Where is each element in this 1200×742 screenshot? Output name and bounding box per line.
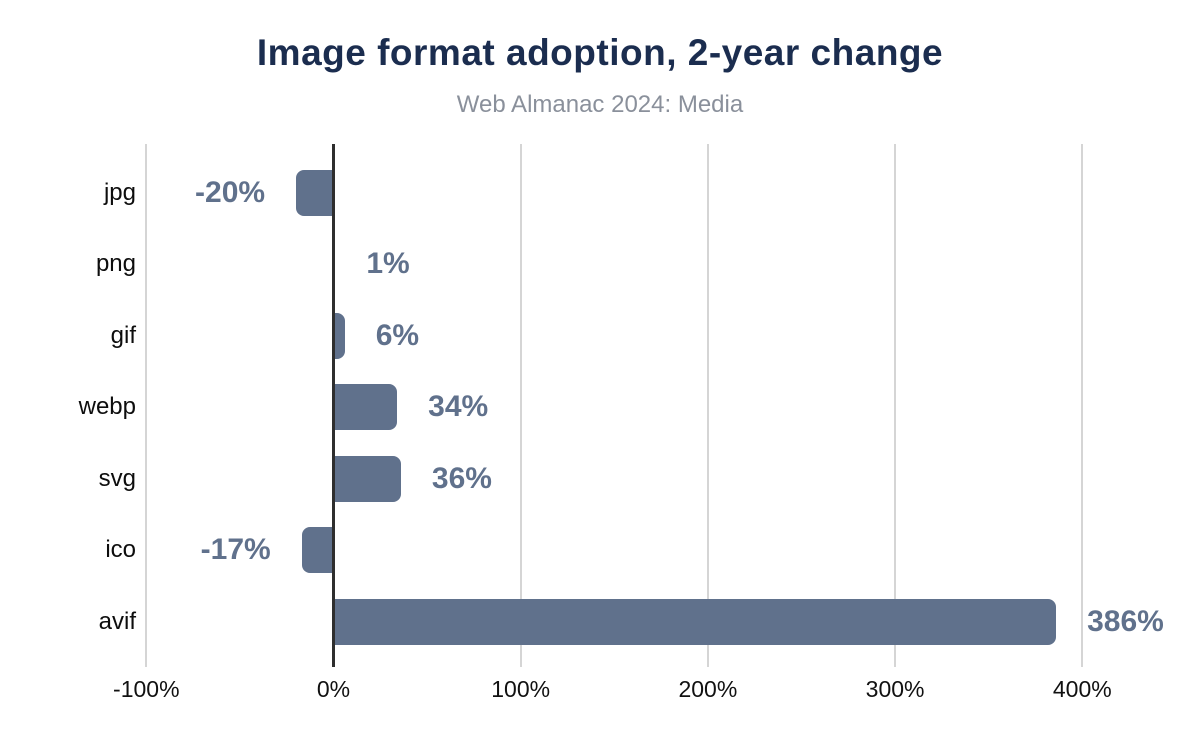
bar-webp [333, 384, 398, 431]
bar-jpg [296, 169, 334, 216]
gridline-x-400% [1081, 144, 1084, 667]
bar-gif [333, 312, 345, 359]
gridline-x-100% [519, 144, 522, 667]
category-label-ico: ico [105, 536, 136, 564]
bar-avif [333, 598, 1057, 645]
category-label-svg: svg [98, 464, 136, 492]
x-tick-label: 200% [678, 676, 738, 702]
x-tick-label: 400% [1052, 676, 1112, 702]
category-label-gif: gif [110, 321, 136, 349]
value-label-jpg: -20% [195, 175, 266, 209]
bar-svg [333, 455, 401, 502]
category-label-avif: avif [98, 607, 136, 635]
x-tick-label: -100% [113, 676, 180, 702]
zero-axis-line [332, 144, 335, 667]
value-label-ico: -17% [200, 533, 271, 567]
value-label-svg: 36% [431, 461, 492, 495]
category-label-jpg: jpg [103, 178, 136, 206]
gridline-x-300% [894, 144, 897, 667]
value-label-gif: 6% [375, 318, 420, 352]
category-label-webp: webp [78, 393, 136, 421]
value-label-avif: 386% [1087, 604, 1164, 638]
x-tick-label: 100% [491, 676, 551, 702]
chart-title: Image format adoption, 2-year change [256, 32, 944, 73]
value-label-png: 1% [366, 247, 410, 281]
chart-subtitle: Web Almanac 2024: Media [456, 91, 744, 118]
x-tick-label: 0% [316, 676, 351, 702]
gridline-x-200% [706, 144, 709, 667]
x-tick-label: 300% [865, 676, 925, 702]
value-label-webp: 34% [428, 390, 489, 424]
category-label-png: png [95, 250, 136, 278]
gridline-x--100% [145, 144, 148, 667]
bar-ico [301, 527, 334, 574]
